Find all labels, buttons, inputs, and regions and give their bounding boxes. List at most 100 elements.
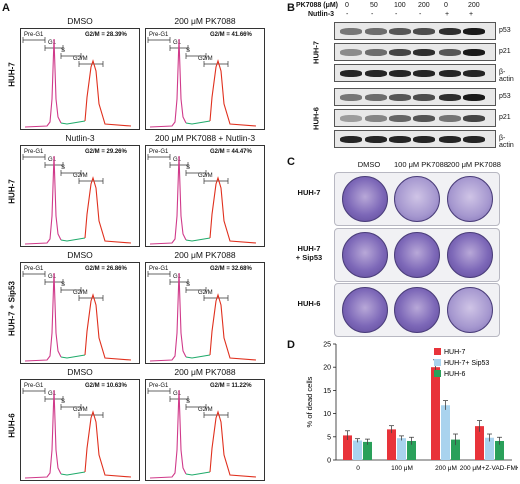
plate-column-label: 200 μM PK7088 bbox=[447, 160, 501, 169]
blot-band bbox=[439, 49, 461, 56]
blot-strip bbox=[334, 64, 496, 82]
g2m-percentage: G2/M = 29.26% bbox=[85, 149, 127, 155]
blot-group-label: HUH-6 bbox=[311, 107, 321, 130]
gate-g2m: G2/M bbox=[198, 407, 213, 413]
blot-band bbox=[340, 28, 362, 35]
culture-well bbox=[447, 287, 493, 333]
blot-row-label: p21 bbox=[499, 48, 511, 55]
blot-band bbox=[365, 28, 387, 35]
legend-label: HUH-7 bbox=[444, 349, 465, 356]
legend-swatch bbox=[434, 359, 441, 366]
histogram-plot: Pre-G1G1SG2/MG2/M = 41.66% bbox=[145, 28, 265, 130]
blot-band bbox=[413, 49, 435, 56]
plate-column-label: DMSO bbox=[357, 160, 381, 169]
g2m-percentage: G2/M = 32.68% bbox=[210, 266, 252, 272]
nutlin3-label: Nutlin-3 bbox=[308, 11, 335, 18]
gate-pre-g1: Pre-G1 bbox=[149, 149, 169, 155]
panel-a-label: A bbox=[2, 2, 10, 14]
g2m-peak bbox=[84, 293, 132, 361]
plot-title: Nutlin-3 bbox=[65, 133, 95, 143]
histogram-plot: Pre-G1G1SG2/MG2/M = 10.63% bbox=[20, 379, 140, 481]
x-tick-label: 200 μM+Z-VAD-FMK bbox=[460, 465, 518, 472]
histogram-plot: Pre-G1G1SG2/MG2/M = 32.68% bbox=[145, 262, 265, 364]
blot-band bbox=[439, 28, 461, 35]
culture-well bbox=[342, 232, 388, 278]
blot-strip bbox=[334, 43, 496, 61]
blot-row-label: β-actin bbox=[499, 69, 514, 83]
histogram-plot: Pre-G1G1SG2/MG2/M = 28.39% bbox=[20, 28, 140, 130]
gate-g2m: G2/M bbox=[198, 290, 213, 296]
g2m-peak bbox=[209, 410, 257, 478]
g1-peak bbox=[149, 155, 187, 245]
g1-peak bbox=[149, 272, 187, 362]
panel-b-label: B bbox=[287, 2, 295, 14]
plate-row-label: HUH-7 + Sip53 bbox=[295, 244, 323, 262]
gate-g1: G1 bbox=[173, 274, 182, 280]
lane-nutlin: - bbox=[371, 11, 374, 18]
culture-well bbox=[394, 287, 440, 333]
blot-row-label: p53 bbox=[499, 27, 511, 34]
gate-pre-g1: Pre-G1 bbox=[149, 32, 169, 38]
histogram-curve bbox=[22, 388, 132, 479]
blot-band bbox=[463, 136, 485, 143]
gate-g1: G1 bbox=[173, 157, 182, 163]
bar bbox=[407, 440, 416, 460]
g2m-percentage: G2/M = 41.66% bbox=[210, 32, 252, 38]
plate-row-label: HUH-7 bbox=[297, 188, 321, 197]
lane-nutlin: - bbox=[346, 11, 349, 18]
blot-band bbox=[365, 70, 387, 77]
gate-g2m: G2/M bbox=[73, 56, 88, 62]
s-phase-curve bbox=[60, 354, 86, 359]
blot-band bbox=[389, 28, 411, 35]
g2m-percentage: G2/M = 44.47% bbox=[210, 149, 252, 155]
s-phase-curve bbox=[60, 471, 86, 476]
blot-band bbox=[389, 49, 411, 56]
gate-g2m: G2/M bbox=[73, 290, 88, 296]
blot-band bbox=[463, 70, 485, 77]
gate-g2m: G2/M bbox=[198, 56, 213, 62]
gate-pre-g1: Pre-G1 bbox=[24, 266, 44, 272]
blot-band bbox=[389, 70, 411, 77]
blot-band bbox=[340, 49, 362, 56]
plot-title: 200 μM PK7088 bbox=[174, 16, 236, 26]
plot-title: 200 μM PK7088 bbox=[174, 367, 236, 377]
blot-band bbox=[389, 94, 411, 101]
bar bbox=[441, 405, 450, 460]
plate-column-label: 100 μM PK7088 bbox=[394, 160, 448, 169]
blot-band bbox=[413, 136, 435, 143]
blot-band bbox=[365, 94, 387, 101]
x-tick-label: 200 μM bbox=[435, 465, 457, 472]
plate-row-label: HUH-6 bbox=[297, 299, 321, 308]
blot-band bbox=[365, 115, 387, 122]
bar bbox=[353, 440, 362, 460]
gate-pre-g1: Pre-G1 bbox=[149, 266, 169, 272]
histogram-plot: Pre-G1G1SG2/MG2/M = 44.47% bbox=[145, 145, 265, 247]
plot-title: DMSO bbox=[67, 16, 93, 26]
bar bbox=[397, 438, 406, 460]
blot-band bbox=[340, 70, 362, 77]
y-axis-title: % of dead cells bbox=[305, 376, 314, 427]
culture-well bbox=[342, 287, 388, 333]
bar bbox=[475, 426, 484, 460]
legend-swatch bbox=[434, 348, 441, 355]
histogram-curve bbox=[147, 154, 257, 245]
lane-dose: 0 bbox=[345, 2, 349, 9]
blot-band bbox=[340, 115, 362, 122]
s-phase-curve bbox=[60, 120, 86, 125]
blot-strip bbox=[334, 109, 496, 127]
lane-nutlin: - bbox=[395, 11, 398, 18]
bar bbox=[495, 440, 504, 460]
plot-title: DMSO bbox=[67, 250, 93, 260]
histogram-plot: Pre-G1G1SG2/MG2/M = 11.22% bbox=[145, 379, 265, 481]
histogram-curve bbox=[22, 154, 132, 245]
culture-well bbox=[394, 176, 440, 222]
g2m-percentage: G2/M = 28.39% bbox=[85, 32, 127, 38]
culture-well bbox=[447, 176, 493, 222]
x-tick-label: 100 μM bbox=[391, 465, 413, 472]
bar bbox=[485, 437, 494, 460]
blot-band bbox=[463, 49, 485, 56]
lane-dose: 200 bbox=[468, 2, 480, 9]
gate-pre-g1: Pre-G1 bbox=[149, 383, 169, 389]
row-label: HUH-7 bbox=[7, 179, 17, 204]
g2m-percentage: G2/M = 26.86% bbox=[85, 266, 127, 272]
